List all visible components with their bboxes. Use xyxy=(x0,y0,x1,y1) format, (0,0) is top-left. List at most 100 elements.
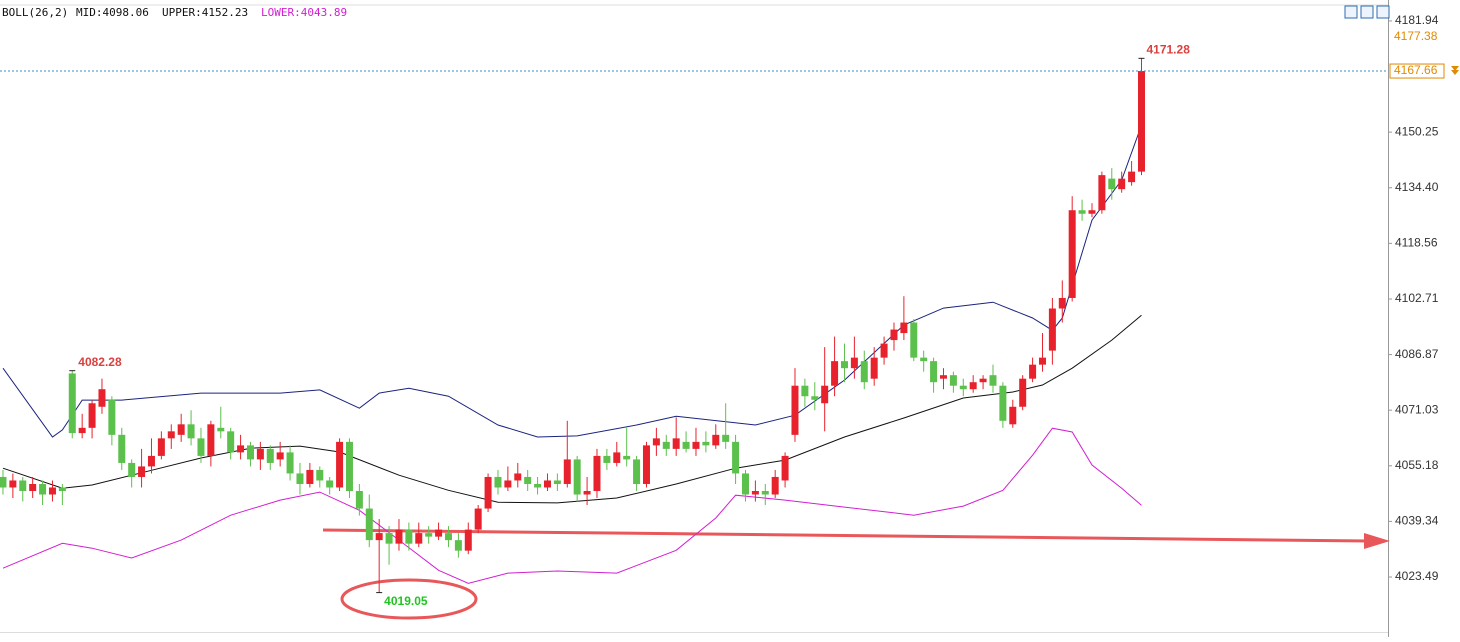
candle-body xyxy=(454,540,462,551)
candle-body xyxy=(68,373,76,434)
candle-body xyxy=(197,438,205,456)
toolbar xyxy=(1344,5,1390,19)
candle-body xyxy=(276,452,284,460)
candle-body xyxy=(286,452,294,474)
candle-body xyxy=(237,445,245,453)
candle-body xyxy=(365,508,373,541)
toolbar-button[interactable] xyxy=(1376,5,1390,19)
candle-body xyxy=(702,441,710,446)
candle-body xyxy=(355,490,363,509)
candle-body xyxy=(613,452,621,463)
candle-body xyxy=(415,533,423,544)
y-tick-label: 4039.34 xyxy=(1395,514,1439,528)
candle-body xyxy=(563,459,571,484)
candle-body xyxy=(910,322,918,358)
candle-body xyxy=(167,431,175,439)
toolbar-button[interactable] xyxy=(1344,5,1358,19)
price-label: 4177.38 xyxy=(1394,29,1438,43)
candle-body xyxy=(316,469,324,481)
bollinger-bands xyxy=(2,125,1142,584)
candle-body xyxy=(1137,71,1145,172)
candle-body xyxy=(444,533,452,541)
candle-body xyxy=(741,473,749,495)
candle-body xyxy=(1108,178,1116,190)
candle-body xyxy=(880,343,888,358)
annotation-ellipse xyxy=(340,578,478,620)
extreme-label: 4019.05 xyxy=(384,594,428,608)
candle-body xyxy=(732,441,740,474)
candle-body xyxy=(336,441,344,488)
candle-body xyxy=(138,466,146,477)
candle-body xyxy=(88,403,96,428)
candle-body xyxy=(949,375,957,386)
candle-body xyxy=(761,490,769,495)
candle-body xyxy=(435,529,443,537)
toolbar-button[interactable] xyxy=(1360,5,1374,19)
candle-body xyxy=(603,455,611,463)
candle-body xyxy=(860,361,868,383)
candle-body xyxy=(751,490,759,495)
candle-body xyxy=(39,483,47,495)
y-tick-label: 4118.56 xyxy=(1395,236,1438,250)
candle-body xyxy=(326,480,334,488)
candle-body xyxy=(385,533,393,544)
indicator-upper: UPPER:4152.23 xyxy=(162,6,248,19)
indicator-mid: MID:4098.06 xyxy=(76,6,149,19)
candle-body xyxy=(395,529,403,544)
candle-body xyxy=(345,441,353,491)
candle-body xyxy=(811,396,819,400)
candle-body xyxy=(1038,357,1046,365)
candle-body xyxy=(1118,178,1126,190)
candle-body xyxy=(890,329,898,341)
candle-body xyxy=(256,448,264,460)
candle-body xyxy=(623,455,631,460)
candle-body xyxy=(583,490,591,495)
candle-body xyxy=(682,441,690,449)
candle-body xyxy=(296,473,304,484)
candle-body xyxy=(543,480,551,488)
candle-body xyxy=(405,529,413,544)
candle-body xyxy=(1128,171,1136,183)
candle-body xyxy=(9,480,17,488)
candle-body xyxy=(840,361,848,369)
candle-body xyxy=(58,487,66,491)
candle-body xyxy=(781,455,789,481)
candle-body xyxy=(1088,210,1096,214)
candle-body xyxy=(930,361,938,383)
candle-body xyxy=(593,455,601,491)
y-tick-label: 4150.25 xyxy=(1395,124,1439,138)
candle-body xyxy=(999,385,1007,421)
y-tick-label: 4023.49 xyxy=(1395,569,1439,583)
candle-body xyxy=(514,473,522,481)
candle-body xyxy=(227,431,235,453)
candle-body xyxy=(900,322,908,334)
candle-body xyxy=(147,455,155,467)
candle-body xyxy=(831,361,839,386)
candle-body xyxy=(524,476,532,484)
candle-body xyxy=(474,508,482,530)
candle-body xyxy=(652,438,660,446)
candles xyxy=(0,58,1145,593)
price-arrow-icon xyxy=(1451,66,1459,75)
candle-body xyxy=(633,459,641,484)
candle-body xyxy=(939,375,947,379)
candle-body xyxy=(484,476,492,509)
candle-body xyxy=(553,480,561,484)
candle-body xyxy=(306,469,314,484)
candle-body xyxy=(425,533,433,537)
y-tick-label: 4134.40 xyxy=(1395,180,1439,194)
candle-body xyxy=(1019,378,1027,407)
y-tick-label: 4102.71 xyxy=(1395,291,1439,305)
indicator-title: BOLL(26,2) xyxy=(2,6,68,19)
candle-body xyxy=(870,357,878,379)
candle-body xyxy=(534,483,542,488)
candle-body xyxy=(771,476,779,495)
candle-body xyxy=(1068,210,1076,298)
last-price-label: 4167.66 xyxy=(1394,63,1438,77)
candle-body xyxy=(98,389,106,407)
candle-body xyxy=(266,448,274,463)
candle-body xyxy=(979,378,987,383)
candle-body xyxy=(157,438,165,456)
y-axis: 4181.94 4150.25 4134.40 4118.56 4102.71 4086.… xyxy=(1388,13,1445,583)
